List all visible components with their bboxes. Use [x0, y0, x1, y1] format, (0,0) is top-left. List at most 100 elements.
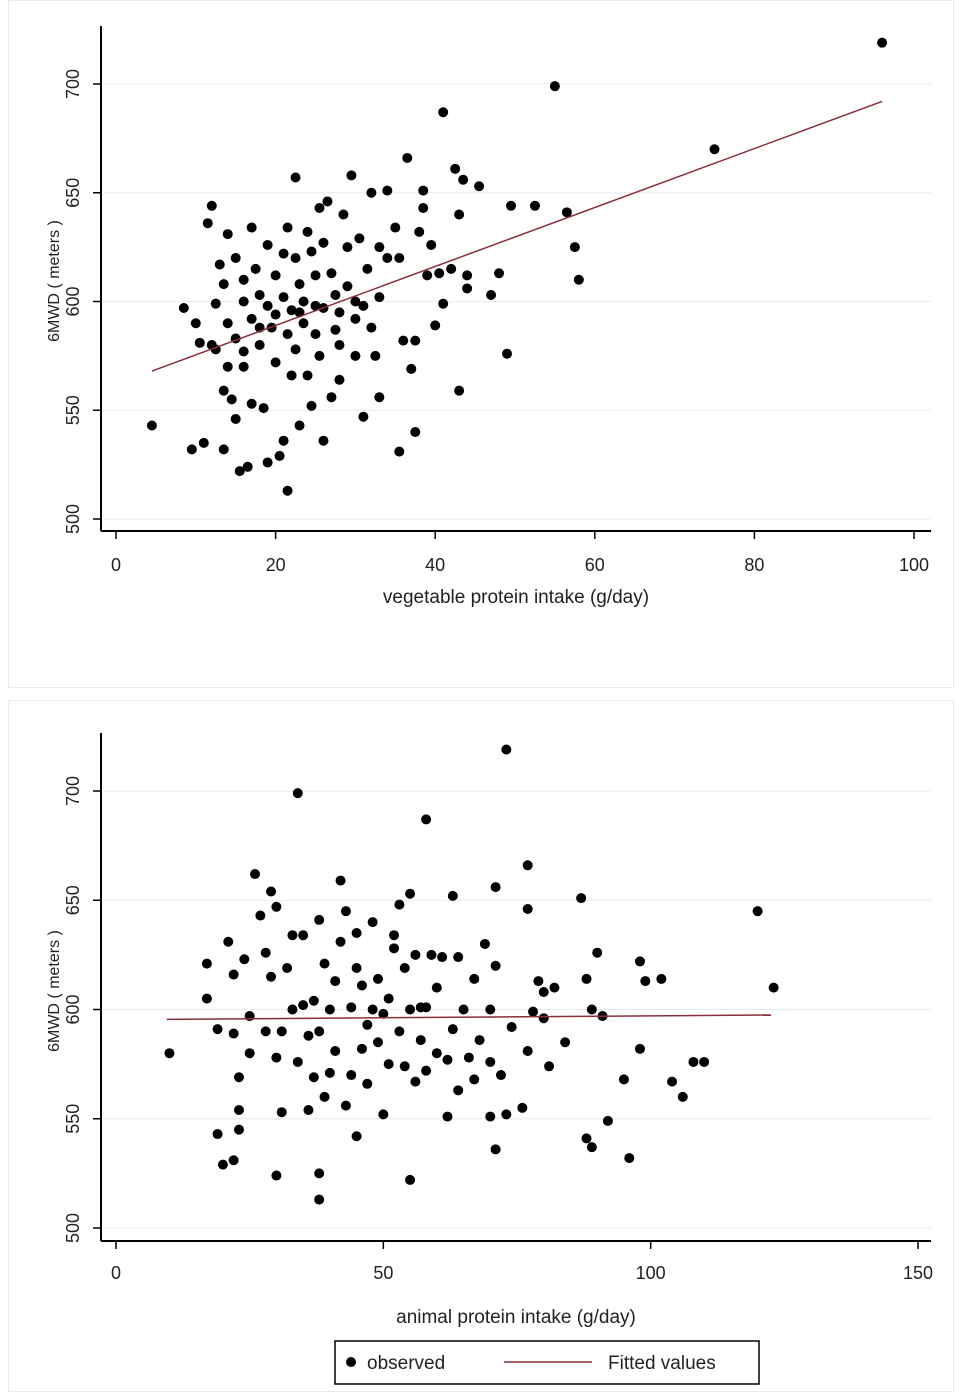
data-point — [212, 1024, 223, 1035]
data-point — [378, 1109, 389, 1120]
legend-label-fitted: Fitted values — [608, 1353, 716, 1374]
data-point — [238, 346, 249, 357]
data-point — [374, 242, 385, 253]
data-point — [298, 296, 309, 307]
data-point — [326, 392, 337, 403]
y-tick-label: 500 — [63, 1213, 83, 1243]
data-point — [218, 279, 229, 290]
data-point — [389, 930, 400, 941]
data-point — [292, 1056, 303, 1067]
data-point — [278, 248, 289, 259]
data-point — [346, 170, 357, 181]
data-point — [318, 435, 329, 446]
data-point — [274, 450, 285, 461]
data-point — [302, 226, 313, 237]
data-point — [350, 313, 361, 324]
data-point — [495, 1070, 506, 1081]
data-point — [398, 335, 409, 346]
data-point — [271, 901, 282, 912]
data-point — [266, 886, 277, 897]
data-point — [186, 444, 197, 455]
data-point — [581, 973, 592, 984]
data-point — [258, 403, 269, 414]
data-point — [454, 385, 465, 396]
y-tick-label: 600 — [63, 286, 83, 316]
data-point — [592, 947, 603, 958]
data-point — [382, 253, 393, 263]
data-point — [538, 987, 549, 998]
data-point — [656, 973, 667, 984]
x-tick-label: 0 — [111, 555, 121, 575]
data-point — [282, 329, 293, 340]
data-point — [278, 435, 289, 446]
data-point — [228, 969, 239, 980]
data-point — [254, 289, 265, 300]
data-point — [667, 1076, 678, 1087]
data-point — [454, 209, 465, 220]
data-point — [271, 1170, 282, 1181]
data-point — [178, 303, 189, 314]
data-point — [222, 361, 233, 372]
data-point — [276, 1026, 287, 1037]
data-point — [362, 1078, 373, 1089]
data-point — [418, 202, 429, 213]
data-point — [405, 1004, 416, 1015]
data-point — [233, 1124, 244, 1135]
data-point — [330, 1046, 341, 1057]
data-point — [485, 1004, 496, 1015]
data-point — [506, 1021, 517, 1032]
data-point — [399, 962, 410, 973]
data-point — [244, 1011, 255, 1022]
data-point — [421, 1002, 432, 1013]
data-point — [233, 1072, 244, 1083]
data-point — [250, 263, 261, 274]
data-point — [294, 279, 305, 290]
data-point — [298, 1000, 309, 1011]
data-point — [434, 268, 445, 279]
data-point — [474, 181, 485, 192]
data-point — [228, 1028, 239, 1039]
data-point — [383, 993, 394, 1004]
data-point — [334, 340, 345, 350]
data-point — [394, 446, 405, 457]
data-point — [426, 239, 437, 250]
data-point — [367, 917, 378, 928]
data-point — [450, 163, 461, 174]
data-point — [239, 954, 250, 965]
data-point — [298, 930, 309, 941]
data-point — [447, 1024, 458, 1035]
data-point — [201, 958, 212, 969]
data-point — [308, 1072, 319, 1083]
data-point — [342, 281, 353, 292]
data-point — [709, 144, 720, 155]
data-point — [442, 1111, 453, 1122]
data-point — [378, 1008, 389, 1019]
legend-marker-observed — [346, 1357, 356, 1367]
data-point — [462, 283, 473, 294]
data-point — [372, 973, 383, 984]
data-point — [372, 1037, 383, 1048]
y-axis-label: 6MWD ( meters ) — [46, 930, 63, 1052]
data-point — [330, 289, 341, 300]
data-point — [310, 329, 321, 340]
data-point — [458, 174, 469, 185]
data-point — [463, 1052, 474, 1063]
data-point — [358, 411, 369, 422]
data-point — [576, 893, 587, 904]
data-point — [415, 1035, 426, 1046]
data-point — [422, 270, 433, 281]
data-point — [324, 1004, 335, 1015]
data-point — [250, 869, 261, 880]
data-point — [223, 936, 234, 947]
data-point — [287, 930, 298, 941]
data-point — [246, 313, 257, 324]
data-point — [230, 253, 241, 263]
data-point — [194, 337, 205, 348]
data-point — [370, 350, 381, 361]
data-point — [302, 370, 313, 381]
data-point — [602, 1115, 613, 1126]
legend-label-observed: observed — [367, 1353, 445, 1374]
data-point — [286, 370, 297, 381]
data-point — [394, 253, 405, 263]
data-point — [362, 263, 373, 274]
